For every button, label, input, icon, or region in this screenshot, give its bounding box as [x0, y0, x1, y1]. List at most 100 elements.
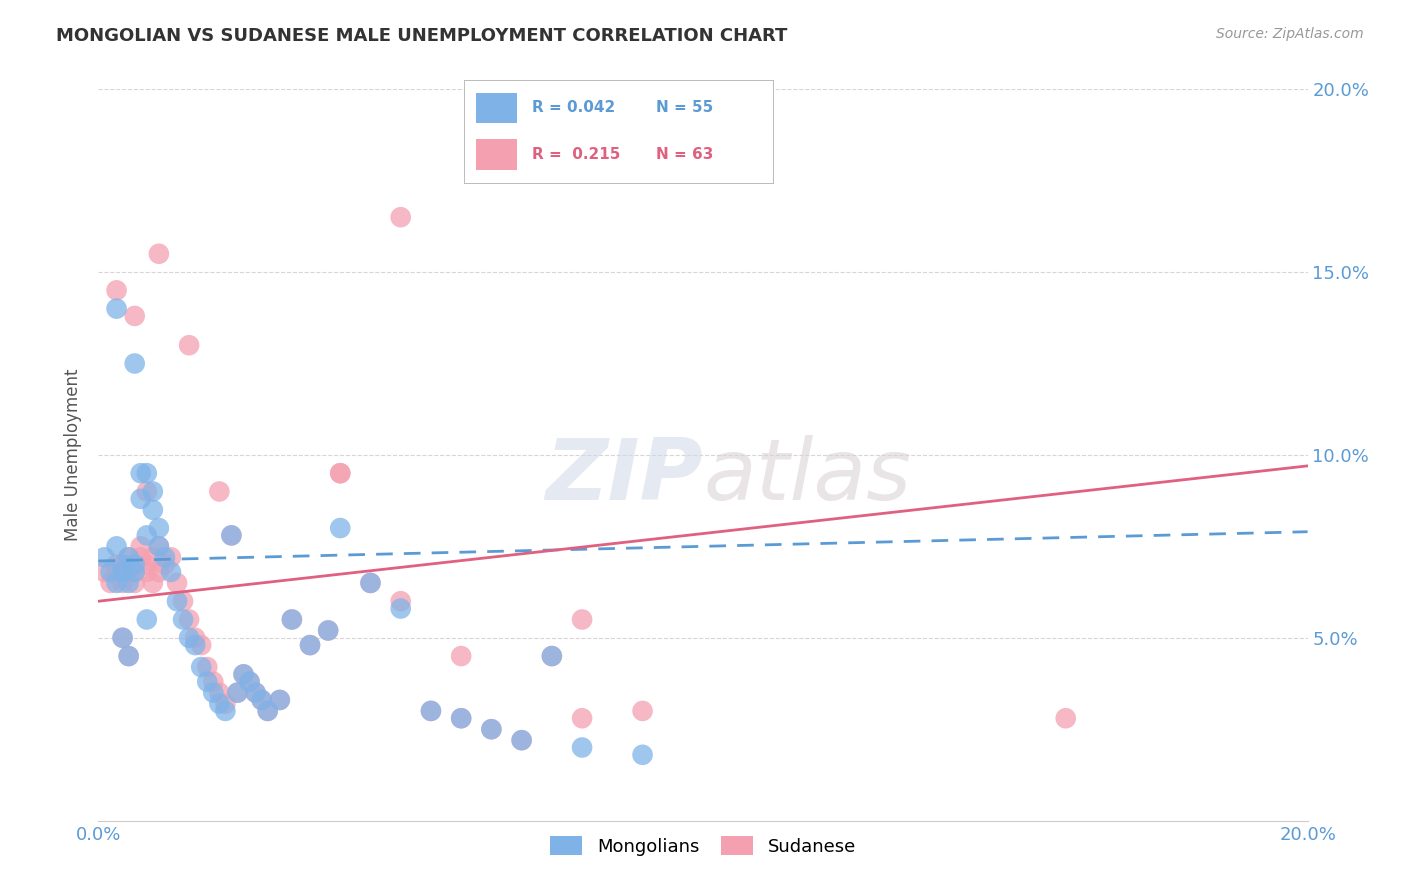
Point: [118, 565, 141, 579]
Point: [250, 693, 273, 707]
Point: [105, 576, 128, 591]
Point: [179, 613, 201, 627]
Point: [129, 466, 152, 480]
Point: [420, 704, 443, 718]
Point: [160, 550, 183, 565]
Point: [631, 704, 654, 718]
Point: [124, 565, 146, 579]
Point: [105, 565, 128, 579]
Point: [100, 576, 122, 591]
Point: [111, 565, 134, 579]
Point: [245, 686, 267, 700]
Point: [153, 550, 176, 565]
Point: [232, 667, 254, 681]
Point: [450, 711, 472, 725]
Point: [299, 638, 322, 652]
Point: [202, 686, 225, 700]
Point: [105, 558, 128, 572]
Point: [571, 613, 593, 627]
Point: [221, 528, 243, 542]
Point: [245, 686, 267, 700]
Point: [269, 693, 291, 707]
Point: [179, 631, 201, 645]
Point: [105, 284, 128, 298]
Point: [148, 565, 170, 579]
Point: [631, 747, 654, 762]
Point: [540, 649, 562, 664]
Point: [179, 338, 201, 352]
Point: [118, 550, 141, 565]
Point: [329, 521, 352, 535]
Point: [1054, 711, 1077, 725]
Point: [166, 576, 188, 591]
Point: [190, 638, 212, 652]
Point: [329, 466, 352, 480]
Point: [111, 558, 134, 572]
Point: [111, 631, 134, 645]
Point: [190, 660, 212, 674]
Point: [148, 539, 170, 553]
Text: R = 0.042: R = 0.042: [531, 101, 616, 115]
Point: [135, 565, 157, 579]
Point: [148, 246, 170, 260]
Point: [420, 704, 443, 718]
Point: [214, 697, 236, 711]
Point: [118, 576, 141, 591]
Point: [329, 466, 352, 480]
Point: [124, 576, 146, 591]
Point: [450, 649, 472, 664]
Point: [450, 711, 472, 725]
Point: [118, 649, 141, 664]
Text: atlas: atlas: [703, 435, 911, 518]
Point: [239, 674, 262, 689]
Text: N = 63: N = 63: [655, 146, 713, 161]
Point: [208, 686, 231, 700]
Point: [184, 631, 207, 645]
Point: [226, 686, 249, 700]
Point: [540, 649, 562, 664]
Point: [256, 704, 278, 718]
Point: [184, 638, 207, 652]
Point: [93, 565, 115, 579]
Text: MONGOLIAN VS SUDANESE MALE UNEMPLOYMENT CORRELATION CHART: MONGOLIAN VS SUDANESE MALE UNEMPLOYMENT …: [56, 27, 787, 45]
Text: Source: ZipAtlas.com: Source: ZipAtlas.com: [1216, 27, 1364, 41]
Point: [93, 550, 115, 565]
Point: [124, 565, 146, 579]
Point: [142, 576, 165, 591]
Point: [124, 558, 146, 572]
Point: [232, 667, 254, 681]
Point: [148, 539, 170, 553]
Point: [256, 704, 278, 718]
Point: [202, 674, 225, 689]
Point: [299, 638, 322, 652]
Point: [281, 613, 304, 627]
Point: [111, 576, 134, 591]
Text: N = 55: N = 55: [655, 101, 713, 115]
Point: [135, 558, 157, 572]
Point: [118, 550, 141, 565]
Point: [148, 521, 170, 535]
Point: [129, 491, 152, 506]
Point: [389, 594, 412, 608]
Point: [481, 723, 503, 737]
Point: [153, 558, 176, 572]
Point: [142, 503, 165, 517]
Point: [111, 631, 134, 645]
FancyBboxPatch shape: [477, 93, 516, 123]
Point: [316, 624, 339, 638]
Y-axis label: Male Unemployment: Male Unemployment: [65, 368, 83, 541]
Point: [124, 309, 146, 323]
Point: [510, 733, 533, 747]
Point: [124, 356, 146, 371]
Point: [510, 733, 533, 747]
Text: R =  0.215: R = 0.215: [531, 146, 620, 161]
Point: [389, 210, 412, 224]
Text: ZIP: ZIP: [546, 435, 703, 518]
Point: [160, 565, 183, 579]
Point: [269, 693, 291, 707]
Point: [360, 576, 382, 591]
Point: [250, 693, 273, 707]
Point: [142, 484, 165, 499]
Point: [281, 613, 304, 627]
Point: [389, 601, 412, 615]
